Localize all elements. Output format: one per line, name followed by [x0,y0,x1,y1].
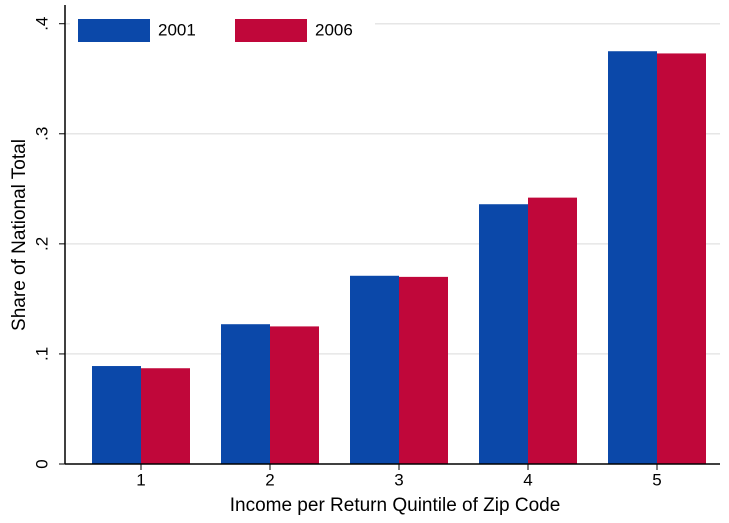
bar [657,53,706,465]
x-tick-label: 5 [652,470,661,489]
legend-label: 2006 [315,20,353,39]
bar [479,204,528,464]
y-tick-label: .2 [32,237,51,251]
y-axis-title: Share of National Total [9,139,30,331]
bar [350,275,399,464]
bar [221,324,270,464]
y-tick-label: 0 [32,459,51,468]
bar [141,368,190,464]
legend: 2001 2006 [70,8,375,50]
y-tick-label: .3 [32,127,51,141]
bar [399,276,448,464]
x-tick-label: 4 [523,470,532,489]
bar [92,366,141,464]
bar [608,51,657,464]
x-tick-label: 1 [136,470,145,489]
y-tick-label: .1 [32,347,51,361]
x-tick-label: 2 [265,470,274,489]
x-axis-title: Income per Return Quintile of Zip Code [230,495,561,516]
legend-label: 2001 [158,20,196,39]
bar [270,326,319,464]
x-tick-label: 3 [394,470,403,489]
legend-swatch [78,19,150,42]
legend-swatch [235,19,307,42]
bar [528,197,577,464]
y-tick-label: .4 [32,17,51,31]
